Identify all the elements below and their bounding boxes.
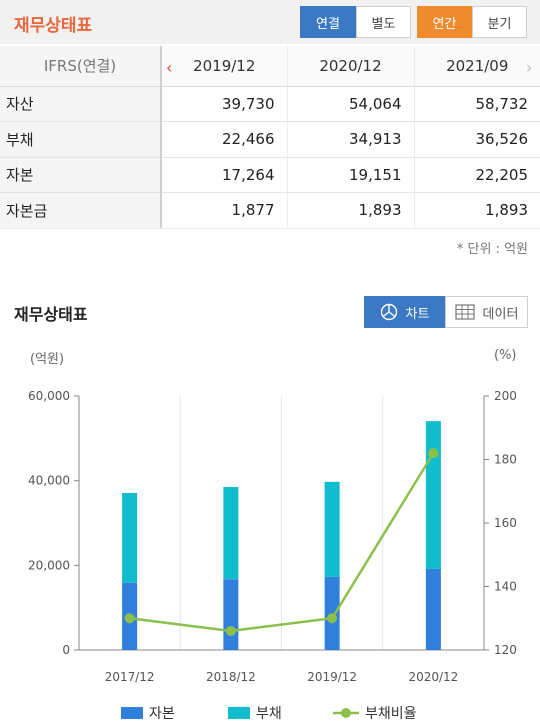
y-tick-label: 60,000 [28, 389, 70, 403]
table-cell: 34,913 [286, 121, 414, 158]
unit-note: * 단위 : 억원 [456, 242, 528, 257]
y2-tick-label: 140 [494, 580, 517, 594]
column-header: 2020/12 [286, 46, 414, 87]
bar-liability [122, 492, 138, 583]
y2-tick-label: 160 [494, 516, 517, 530]
ratio-point [225, 625, 236, 636]
bar-equity [223, 579, 239, 650]
table-cell: 22,466 [161, 121, 287, 158]
ratio-line [129, 452, 435, 633]
ratio-point [428, 448, 439, 459]
legend-item-ratio: 부채비율 [333, 703, 417, 723]
chevron-right-icon[interactable]: › [526, 58, 533, 77]
table-corner-label: IFRS(연결) [0, 46, 162, 87]
table-row: 자산 39,730 54,064 58,732 [0, 86, 540, 122]
table-cell: 19,151 [286, 157, 414, 193]
row-label: 부채 [0, 121, 162, 158]
ratio-point [327, 613, 338, 624]
table-cell: 1,877 [161, 192, 287, 229]
table-cell: 17,264 [161, 157, 287, 193]
table-header-row: IFRS(연결) 2019/12 2020/12 2021/09 [0, 46, 540, 87]
legend-label: 부채 [256, 706, 282, 722]
table-cell: 54,064 [286, 86, 414, 122]
bar-liability [324, 481, 340, 577]
x-tick-label: 2020/12 [408, 670, 458, 684]
balance-sheet-chart: 0 20,000 40,000 60,000 120 140 160 180 200 2017/1… [28, 389, 517, 684]
tab-quarterly[interactable]: 분기 [472, 6, 527, 38]
pie-chart-icon [380, 303, 397, 321]
chart-view-button[interactable]: 차트 [364, 296, 445, 328]
chevron-left-icon[interactable]: ‹ [166, 58, 173, 77]
section-title: 재무상태표 [14, 305, 88, 324]
page-title: 재무상태표 [14, 16, 93, 36]
table-row: 자본 17,264 19,151 22,205 [0, 157, 540, 193]
ratio-point [124, 613, 135, 624]
table-cell: 58,732 [413, 86, 540, 122]
legend-line-marker [333, 708, 359, 718]
y2-tick-label: 180 [494, 453, 517, 467]
financial-table: IFRS(연결) 2019/12 2020/12 2021/09 자산 39,7… [0, 46, 540, 229]
tab-separate[interactable]: 별도 [356, 6, 411, 38]
x-tick-label: 2017/12 [105, 670, 155, 684]
row-label: 자본금 [0, 192, 162, 229]
legend-swatch [121, 707, 143, 719]
tab-consolidated[interactable]: 연결 [300, 6, 356, 38]
bar-liability [425, 421, 441, 569]
column-header: 2021/09 [413, 46, 540, 87]
legend-item-liability: 부채 [228, 703, 282, 723]
row-label: 자산 [0, 86, 162, 122]
data-view-label: 데이터 [482, 306, 519, 322]
legend-label: 자본 [149, 706, 175, 722]
table-cell: 22,205 [413, 157, 540, 193]
data-view-button[interactable]: 데이터 [445, 296, 528, 328]
table-cell: 1,893 [286, 192, 414, 229]
y2-tick-label: 120 [494, 643, 517, 657]
left-axis-unit: (억원) [30, 352, 65, 367]
table-cell: 39,730 [161, 86, 287, 122]
top-bar: 재무상태표 연결 별도 연간 분기 [0, 0, 540, 44]
legend-swatch [228, 707, 250, 719]
legend-item-equity: 자본 [121, 703, 175, 723]
x-tick-label: 2019/12 [307, 670, 357, 684]
table-icon [454, 304, 475, 320]
row-label: 자본 [0, 157, 162, 193]
chart-view-label: 차트 [405, 306, 430, 322]
tab-annual[interactable]: 연간 [417, 6, 472, 38]
legend-label: 부채비율 [365, 706, 417, 722]
divider [0, 228, 540, 229]
y-tick-label: 0 [62, 643, 70, 657]
y2-tick-label: 200 [494, 389, 517, 403]
right-axis-unit: (%) [494, 348, 517, 363]
bar-liability [223, 487, 239, 580]
y-tick-label: 40,000 [28, 474, 70, 488]
y-tick-label: 20,000 [28, 558, 70, 572]
table-row: 부채 22,466 34,913 36,526 [0, 121, 540, 158]
column-header: 2019/12 [161, 46, 287, 87]
x-tick-label: 2018/12 [206, 670, 256, 684]
table-cell: 1,893 [413, 192, 540, 229]
table-row: 자본금 1,877 1,893 1,893 [0, 192, 540, 229]
bar-equity [425, 568, 441, 650]
table-cell: 36,526 [413, 121, 540, 158]
